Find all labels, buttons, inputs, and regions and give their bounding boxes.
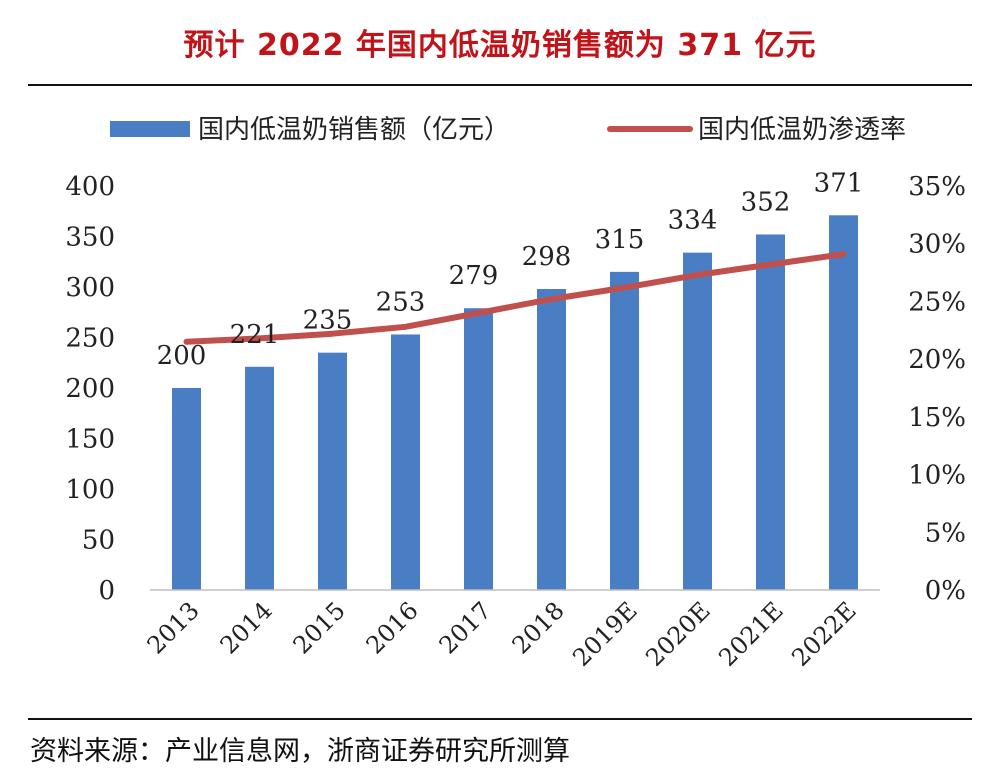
legend-bar-label: 国内低温奶销售额（亿元） <box>198 115 510 145</box>
chart-area: 国内低温奶销售额（亿元） 国内低温奶渗透率 0 50 100 150 200 250 300 3… <box>65 115 966 672</box>
penetration-rate-line <box>183 251 847 345</box>
y-left-tick-label: 100 <box>65 475 115 505</box>
x-tick-label: 2021E <box>713 596 788 671</box>
bar <box>537 289 566 590</box>
bar-value-label: 352 <box>741 187 791 217</box>
y-left-tick-label: 150 <box>65 425 115 455</box>
bar-value-label: 334 <box>668 206 718 236</box>
bar-series <box>172 215 858 591</box>
y-right-tick-label: 25% <box>908 287 966 317</box>
y-left-tick-label: 400 <box>65 172 115 202</box>
y-left-tick-label: 50 <box>82 526 115 556</box>
x-axis-labels: 2013 2014 2015 2016 2017 20182019E2020E2021E2… <box>142 596 862 671</box>
bar-value-label: 371 <box>814 168 864 198</box>
bar <box>756 234 785 591</box>
x-tick-label: 2016 <box>361 596 424 659</box>
bar-value-label: 235 <box>303 306 353 336</box>
y-right-tick-label: 35% <box>908 172 966 202</box>
x-tick-label: 2015 <box>288 596 351 659</box>
y-left-tick-label: 0 <box>98 576 115 606</box>
y-right-tick-label: 10% <box>908 461 966 491</box>
bar <box>245 366 274 590</box>
bar <box>683 252 712 590</box>
y-right-tick-label: 30% <box>908 230 966 260</box>
x-tick-label: 2020E <box>640 596 715 671</box>
bar-value-label: 298 <box>522 242 572 272</box>
source-divider <box>28 718 972 720</box>
y-right-tick-label: 5% <box>925 518 966 548</box>
title-divider <box>28 84 972 86</box>
y-left-tick-label: 250 <box>65 324 115 354</box>
chart-title: 预计 2022 年国内低温奶销售额为 371 亿元 <box>183 28 817 63</box>
bar-value-label: 279 <box>449 261 499 291</box>
x-tick-label: 2022E <box>786 596 861 671</box>
bar <box>610 271 639 590</box>
y-axis-left: 0 50 100 150 200 250 300 350 400 <box>65 172 115 606</box>
bar <box>172 388 201 590</box>
bar <box>829 215 858 591</box>
x-tick-label: 2018 <box>507 596 570 659</box>
x-tick-label: 2019E <box>567 596 642 671</box>
bar-value-labels: 200 221 235 253 279 298 315 334 352 371 <box>157 168 864 371</box>
source-note: 资料来源：产业信息网，浙商证券研究所测算 <box>30 736 570 767</box>
y-left-tick-label: 200 <box>65 374 115 404</box>
y-left-tick-label: 350 <box>65 223 115 253</box>
legend-line-label: 国内低温奶渗透率 <box>698 115 906 145</box>
x-tick-label: 2017 <box>434 596 497 659</box>
x-tick-label: 2014 <box>215 596 278 659</box>
bar-value-label: 200 <box>157 341 207 371</box>
y-left-tick-label: 300 <box>65 273 115 303</box>
bar <box>318 352 347 590</box>
line-series <box>183 251 847 345</box>
bar-value-label: 253 <box>376 287 426 317</box>
legend: 国内低温奶销售额（亿元） 国内低温奶渗透率 <box>110 115 906 145</box>
x-tick-label: 2013 <box>142 596 205 659</box>
y-right-tick-label: 0% <box>925 576 966 606</box>
bar <box>391 334 420 590</box>
legend-bar-swatch <box>110 121 190 137</box>
y-axis-right: 0% 5% 10% 15% 20% 25% 30% 35% <box>908 172 966 606</box>
y-right-tick-label: 20% <box>908 345 966 375</box>
bar <box>464 308 493 590</box>
y-right-tick-label: 15% <box>908 403 966 433</box>
bar-value-label: 221 <box>230 320 280 350</box>
bar-value-label: 315 <box>595 225 645 255</box>
